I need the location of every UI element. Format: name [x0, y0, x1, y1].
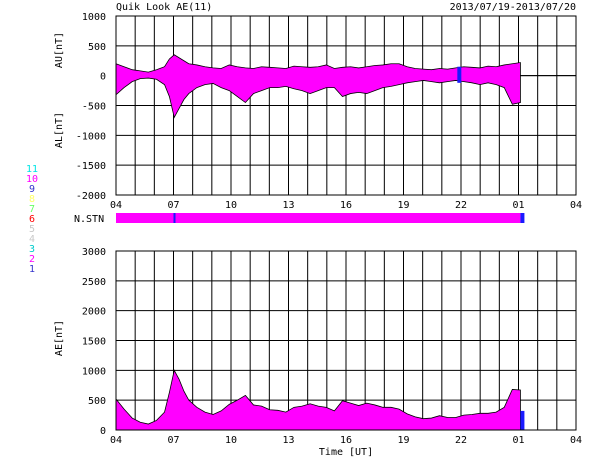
au-al-y-tick-label: -1500 — [76, 161, 106, 172]
au-al-y-tick-label: -500 — [82, 102, 106, 113]
station-legend-item: 10 — [26, 174, 38, 185]
ae-y-tick-label: 1000 — [82, 366, 106, 377]
station-legend-item: 1 — [29, 264, 35, 275]
ae-x-tick-label: 22 — [455, 435, 467, 446]
ae-y-tick-label: 2000 — [82, 307, 106, 318]
ae-x-tick-label: 07 — [167, 435, 179, 446]
au-al-area — [115, 54, 521, 119]
nstn-bar-gap — [520, 213, 525, 223]
station-legend-item: 8 — [29, 194, 35, 205]
ae-area — [115, 369, 521, 431]
ae-y-tick-label: 2500 — [82, 277, 106, 288]
ae-y-tick-label: 3000 — [82, 247, 106, 258]
au-al-y-tick-label: 500 — [88, 42, 106, 53]
chart-title: Quik Look AE(11) — [116, 2, 212, 13]
au-al-x-tick-label: 01 — [512, 200, 524, 211]
station-count-bar — [116, 213, 525, 223]
ae-y-tick-label: 0 — [100, 426, 106, 437]
station-legend-item: 6 — [29, 214, 35, 225]
au-al-y-tick-label: 0 — [100, 72, 106, 83]
ae-x-tick-label: 13 — [282, 435, 294, 446]
ae-panel: 3000 2500 2000 1500 1000 500 0 04 07 10 13 16 19 22 01… — [82, 247, 582, 446]
nstn-bar-fill — [116, 213, 521, 223]
station-legend-item: 7 — [29, 204, 35, 215]
x-axis-title: Time [UT] — [319, 447, 373, 458]
station-legend-item: 3 — [29, 244, 35, 255]
au-axis-label: AU[nT] — [54, 32, 65, 68]
ae-x-tick-label: 10 — [225, 435, 237, 446]
au-al-x-tick-label: 10 — [225, 200, 237, 211]
ae-x-tick-label: 19 — [397, 435, 409, 446]
au-al-x-tick-label: 07 — [167, 200, 179, 211]
ae-x-tick-label: 16 — [340, 435, 352, 446]
ae-x-tick-label: 01 — [512, 435, 524, 446]
station-legend-item: 9 — [29, 184, 35, 195]
au-al-y-tick-label: 1000 — [82, 12, 106, 23]
au-al-frame — [115, 15, 577, 196]
au-al-x-tick-label: 19 — [397, 200, 409, 211]
al-axis-label: AL[nT] — [54, 112, 65, 148]
nstn-label: N.STN — [74, 214, 104, 225]
au-al-x-tick-label: 04 — [570, 200, 582, 211]
au-al-panel: 1000 500 0 -500 -1000 -1500 -2000 04 07 10 13 16 19 2… — [76, 12, 582, 211]
station-legend-item: 4 — [29, 234, 35, 245]
nstn-bar-mark — [173, 213, 176, 223]
station-legend-item: 5 — [29, 224, 35, 235]
station-legend-item: 11 — [26, 164, 38, 175]
station-legend-item: 2 — [29, 254, 35, 265]
ae-y-tick-label: 1500 — [82, 337, 106, 348]
ae-y-tick-label: 500 — [88, 396, 106, 407]
ae-x-tick-label: 04 — [110, 435, 122, 446]
ae-x-tick-label: 04 — [570, 435, 582, 446]
au-al-x-tick-label: 13 — [282, 200, 294, 211]
au-al-x-tick-label: 22 — [455, 200, 467, 211]
ae-gap-band — [520, 410, 525, 430]
ae-frame — [115, 250, 577, 431]
au-al-x-tick-label: 16 — [340, 200, 352, 211]
au-al-gap-band — [457, 66, 462, 83]
au-al-x-tick-label: 04 — [110, 200, 122, 211]
au-al-y-tick-label: -1000 — [76, 131, 106, 142]
ae-axis-label: AE[nT] — [54, 320, 65, 356]
au-al-y-tick-label: -2000 — [76, 191, 106, 202]
date-range: 2013/07/19-2013/07/20 — [450, 2, 576, 13]
